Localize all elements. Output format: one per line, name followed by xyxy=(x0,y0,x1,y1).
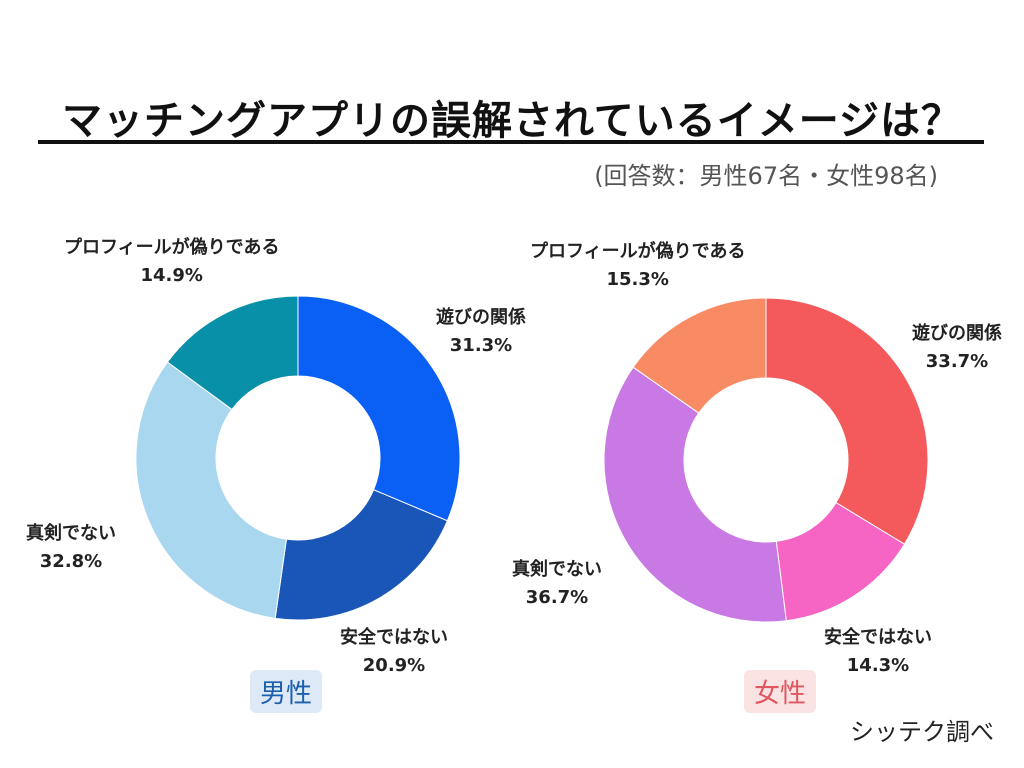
slice-label: 真剣でない xyxy=(512,559,602,580)
male-slice-2 xyxy=(274,489,449,621)
female-label-unsafe: 安全ではない 14.3% xyxy=(824,624,932,680)
donut-chart-female xyxy=(603,297,929,623)
male-slice-3 xyxy=(135,361,288,619)
male-slice-4 xyxy=(166,295,299,411)
slice-label: プロフィールが偽りである xyxy=(64,237,280,258)
slice-label: 安全ではない xyxy=(824,627,932,648)
male-label-unsafe: 安全ではない 20.9% xyxy=(340,624,448,680)
female-label-not-serious: 真剣でない 36.7% xyxy=(512,556,602,612)
slice-value-label: 31.3% xyxy=(449,334,513,356)
title-underline xyxy=(38,140,984,144)
female-label-fake-profile: プロフィールが偽りである 15.3% xyxy=(530,238,745,294)
slice-label: プロフィールが偽りである xyxy=(530,241,746,262)
male-slice-1 xyxy=(297,295,461,522)
source-credit: シッテク調べ xyxy=(850,718,994,746)
slice-label: 真剣でない xyxy=(26,523,116,544)
chart-title: マッチングアプリの誤解されているイメージは？ xyxy=(62,98,962,144)
male-badge: 男性 xyxy=(250,670,323,713)
slice-value-label: 14.3% xyxy=(846,654,910,676)
female-slice-1 xyxy=(765,297,929,545)
slice-value-label: 36.7% xyxy=(525,586,589,608)
slice-label: 遊びの関係 xyxy=(912,323,1002,344)
respondent-count: (回答数：男性67名・女性98名) xyxy=(594,162,938,190)
slice-label: 遊びの関係 xyxy=(436,307,526,328)
male-label-casual: 遊びの関係 31.3% xyxy=(436,304,526,360)
female-label-casual: 遊びの関係 33.7% xyxy=(912,320,1002,376)
slice-value-label: 32.8% xyxy=(39,550,103,572)
female-slice-4 xyxy=(632,297,767,414)
male-label-not-serious: 真剣でない 32.8% xyxy=(26,520,116,576)
slice-value-label: 15.3% xyxy=(606,268,669,290)
female-badge: 女性 xyxy=(744,670,817,713)
slice-value-label: 20.9% xyxy=(362,654,426,676)
slice-value-label: 14.9% xyxy=(140,264,203,286)
donut-chart-male xyxy=(135,295,461,621)
male-label-fake-profile: プロフィールが偽りである 14.9% xyxy=(64,234,279,290)
slice-label: 安全ではない xyxy=(340,627,448,648)
slice-value-label: 33.7% xyxy=(925,350,989,372)
female-slice-3 xyxy=(603,366,787,623)
